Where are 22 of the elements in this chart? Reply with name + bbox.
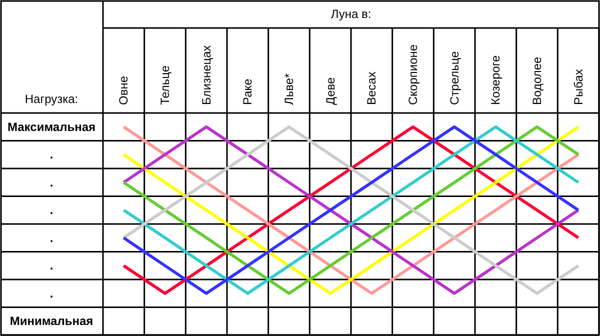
text: . (50, 258, 54, 273)
x-axis-title: Луна в: (330, 7, 372, 21)
x-tick-label: Деве (323, 76, 338, 105)
x-tick-label: Козероге (488, 54, 503, 105)
text: . (50, 148, 54, 162)
x-tick-label: Тельце (158, 65, 172, 105)
x-tick-label: Рыбах (571, 69, 586, 105)
text: Максимальная (7, 120, 96, 134)
text: Минимальная (10, 314, 94, 328)
x-tick-label: Близнецах (199, 45, 214, 105)
text: . (50, 203, 54, 218)
text: . (50, 230, 54, 245)
x-tick-label: Водолее (530, 56, 544, 105)
x-tick-label: Овне (116, 76, 131, 105)
x-tick-label: Раке (240, 78, 255, 105)
x-tick-label: Стрельце (447, 50, 462, 105)
x-tick-label: Скорпионе (406, 44, 420, 105)
y-axis-title: Нагрузка: (24, 92, 78, 106)
x-tick-label: Льве* (282, 72, 296, 105)
text: . (50, 175, 54, 190)
text: . (50, 286, 54, 300)
x-tick-label: Весах (364, 72, 379, 105)
